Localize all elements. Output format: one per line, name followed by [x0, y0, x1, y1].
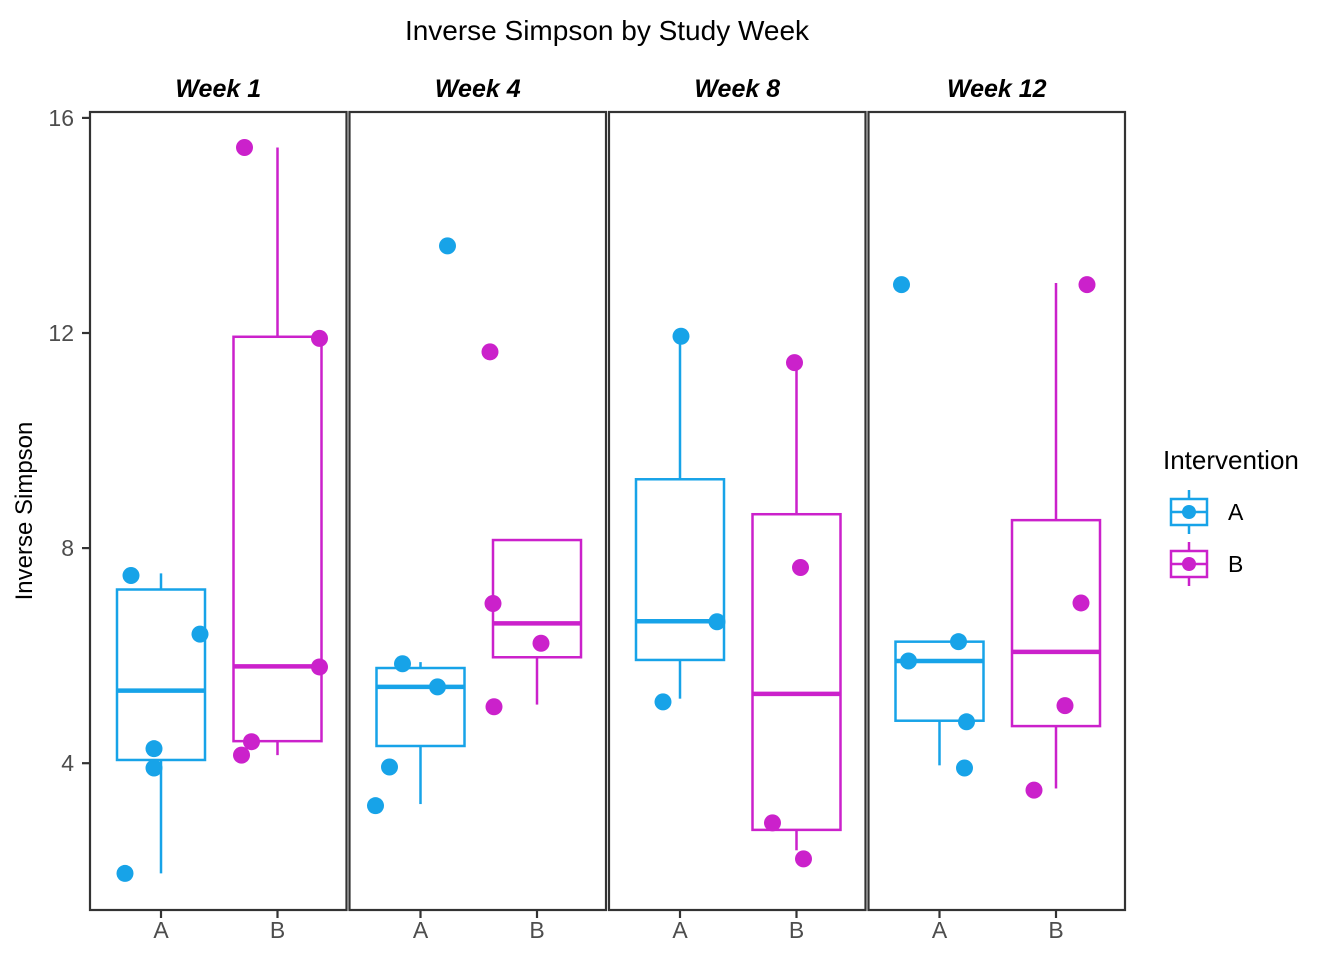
- boxplot-week-1-B: [232, 138, 328, 764]
- series-layer: [115, 138, 1102, 882]
- y-tick-label: 4: [61, 750, 74, 776]
- panels-layer: [88, 110, 1127, 912]
- x-tick-label: A: [413, 917, 429, 943]
- jitter-point: [484, 594, 502, 612]
- jitter-point: [145, 759, 163, 777]
- jitter-point: [439, 237, 456, 255]
- iqr-box: [634, 478, 726, 662]
- iqr-box: [1010, 518, 1102, 728]
- jitter-point: [243, 733, 260, 751]
- facet-panel-3: [607, 110, 867, 912]
- jitter-point: [893, 276, 910, 294]
- jitter-point: [1072, 594, 1090, 612]
- y-tick-label: 16: [48, 105, 74, 131]
- jitter-point: [381, 758, 398, 776]
- jitter-point: [1025, 781, 1043, 799]
- jitter-point: [764, 814, 781, 832]
- jitter-point: [394, 655, 411, 673]
- iqr-box: [115, 588, 207, 762]
- jitter-point: [1056, 697, 1074, 715]
- jitter-point: [236, 138, 253, 156]
- jitter-point: [481, 343, 499, 361]
- jitter-point: [792, 558, 809, 576]
- boxplot-week-4-B: [481, 343, 583, 716]
- jitter-point: [145, 740, 163, 758]
- jitter-point: [367, 797, 384, 815]
- jitter-point: [311, 658, 328, 676]
- x-tick-label: B: [789, 917, 804, 943]
- jitter-point: [485, 698, 503, 716]
- boxplot-week-8-A: [634, 327, 726, 711]
- jitter-point: [122, 567, 140, 585]
- axes-layer: 16 12 8 4 A B A B A B A B: [48, 105, 1063, 943]
- y-axis-title: Inverse Simpson: [11, 422, 38, 601]
- legend-label-b: B: [1228, 551, 1243, 577]
- iqr-box: [375, 666, 466, 748]
- legend-key-a: [1169, 490, 1209, 534]
- jitter-point: [532, 634, 550, 652]
- jitter-point: [958, 713, 975, 731]
- boxplot-week-4-A: [367, 237, 466, 815]
- legend-title: Intervention: [1163, 445, 1299, 475]
- legend-key-point-icon: [1182, 505, 1196, 519]
- jitter-point: [191, 625, 209, 643]
- jitter-point: [795, 850, 812, 868]
- x-tick-label: A: [153, 917, 169, 943]
- strip-label-week-4: Week 4: [435, 75, 521, 103]
- jitter-point: [654, 693, 672, 711]
- jitter-point: [956, 759, 973, 777]
- y-tick-label: 8: [61, 535, 74, 561]
- x-tick-label: A: [932, 917, 948, 943]
- jitter-point: [311, 329, 328, 347]
- x-tick-label: B: [529, 917, 544, 943]
- legend-label-a: A: [1228, 499, 1244, 525]
- jitter-point: [672, 327, 690, 345]
- strip-label-week-1: Week 1: [175, 75, 261, 103]
- strip-label-week-12: Week 12: [947, 75, 1047, 103]
- boxplot-week-12-A: [893, 276, 985, 777]
- iqr-box: [232, 335, 323, 743]
- x-tick-label: B: [1048, 917, 1063, 943]
- jitter-point: [708, 613, 726, 631]
- jitter-point: [1078, 276, 1096, 294]
- strip-label-week-8: Week 8: [694, 75, 780, 103]
- jitter-point: [900, 652, 917, 670]
- jitter-point: [116, 864, 134, 882]
- boxplot-week-8-B: [751, 354, 842, 868]
- facet-panel-2: [348, 110, 608, 912]
- legend-key-point-icon: [1182, 557, 1196, 571]
- legend-keys: [1169, 490, 1209, 586]
- x-tick-label: A: [672, 917, 688, 943]
- jitter-point: [786, 354, 803, 372]
- y-tick-label: 12: [48, 320, 74, 346]
- boxplot-week-1-A: [115, 567, 209, 882]
- legend-key-b: [1169, 542, 1209, 586]
- jitter-point: [429, 678, 446, 696]
- facet-panel-1: [88, 110, 348, 912]
- jitter-point: [950, 633, 967, 651]
- boxplot-week-12-B: [1010, 276, 1102, 799]
- jitter-point: [233, 746, 250, 764]
- facet-strip-labels: Week 1 Week 4 Week 8 Week 12: [175, 75, 1046, 103]
- x-tick-label: B: [270, 917, 285, 943]
- legend: Intervention A B: [1163, 445, 1299, 586]
- facet-panel-4: [867, 110, 1127, 912]
- chart-title: Inverse Simpson by Study Week: [405, 15, 810, 46]
